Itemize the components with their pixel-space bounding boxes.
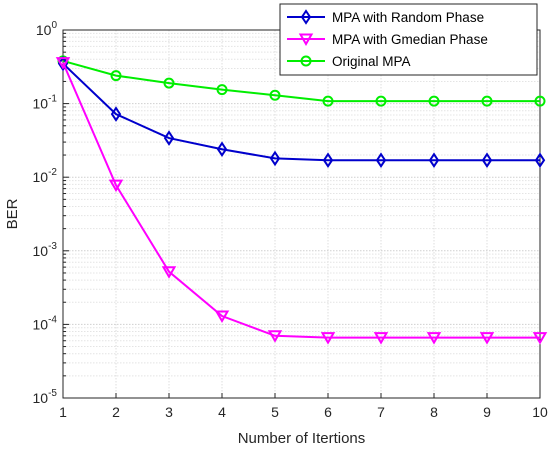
x-tick-label: 5 (271, 404, 279, 420)
y-tick-label: 10-1 (33, 94, 58, 112)
data-point (163, 77, 175, 89)
y-tick-label: 10-3 (33, 241, 58, 259)
series-group (55, 55, 548, 345)
data-point (322, 152, 334, 169)
legend-entry: MPA with Gmedian Phase (287, 32, 488, 47)
y-tick-label: 10-2 (33, 167, 58, 185)
data-point (375, 95, 387, 107)
data-point (534, 95, 546, 107)
data-point (322, 95, 334, 107)
x-axis-label: Number of Itertions (238, 430, 366, 447)
data-point (161, 266, 177, 279)
data-point (426, 332, 442, 345)
data-point (534, 152, 546, 169)
axis-ticks: 1 2 3 4 5 6 7 8 9 10 100 10-1 10-2 10-3 10-4 10-5 (33, 20, 548, 420)
data-point (269, 89, 281, 101)
legend-marker (300, 9, 312, 25)
legend-marker (298, 33, 314, 46)
data-point (375, 152, 387, 169)
legend: MPA with Random Phase MPA with Gmedian Ph… (279, 3, 538, 76)
data-point (373, 332, 389, 345)
x-tick-label: 1 (59, 404, 67, 420)
series-line (62, 62, 540, 339)
series-line (62, 59, 540, 103)
legend-label: MPA with Random Phase (332, 10, 484, 25)
x-tick-label: 7 (377, 404, 385, 420)
legend-marker (300, 55, 312, 67)
series-circle (57, 55, 546, 107)
legend-entry: MPA with Random Phase (287, 9, 484, 25)
y-tick-label: 10-5 (33, 388, 58, 406)
x-tick-label: 9 (483, 404, 491, 420)
legend-label: MPA with Gmedian Phase (332, 32, 488, 47)
data-point (320, 332, 336, 345)
x-tick-label: 10 (532, 404, 548, 420)
y-axis-label: BER (4, 198, 21, 229)
data-point (216, 141, 228, 158)
data-point (428, 152, 440, 169)
data-point (110, 106, 122, 122)
data-point (532, 332, 548, 345)
x-tick-label: 3 (165, 404, 173, 420)
data-point (481, 152, 493, 169)
y-tick-label: 100 (36, 20, 58, 38)
x-tick-label: 4 (218, 404, 226, 420)
data-point (108, 179, 124, 193)
data-point (110, 70, 122, 82)
legend-entries: MPA with Random Phase MPA with Gmedian Ph… (287, 9, 488, 69)
legend-label: Original MPA (332, 54, 411, 69)
data-point (163, 130, 175, 146)
data-point (216, 84, 228, 96)
x-tick-label: 6 (324, 404, 332, 420)
data-point (481, 95, 493, 107)
grid (63, 30, 540, 398)
data-point (428, 95, 440, 107)
data-point (267, 330, 283, 343)
data-point (55, 57, 71, 70)
x-tick-label: 8 (430, 404, 438, 420)
y-tick-label: 10-4 (33, 314, 58, 332)
series-line (62, 62, 540, 162)
data-point (479, 332, 495, 345)
data-point (269, 150, 281, 167)
legend-entry: Original MPA (287, 54, 411, 69)
series-triangle-down (55, 57, 548, 345)
x-tick-label: 2 (112, 404, 120, 420)
data-point (214, 310, 230, 324)
